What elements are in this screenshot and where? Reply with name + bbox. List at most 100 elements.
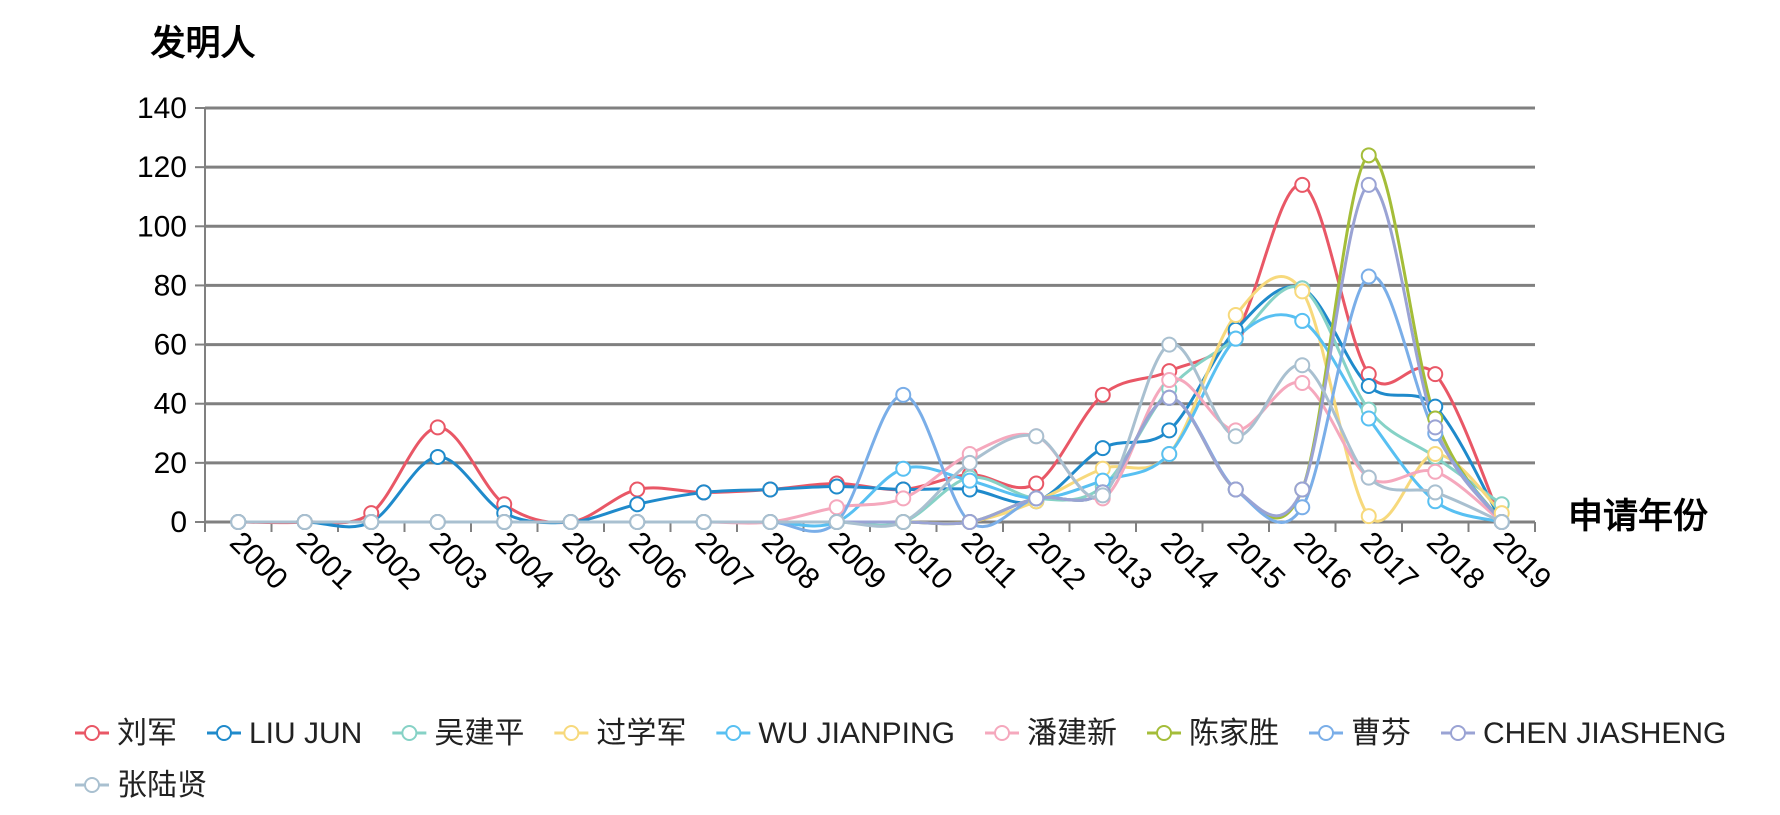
legend-swatch-marker: [995, 726, 1009, 740]
data-point: [1162, 338, 1176, 352]
data-point: [1362, 178, 1376, 192]
x-tick-label: 2000: [223, 526, 294, 597]
x-tick-label: 2013: [1088, 526, 1159, 597]
data-point: [431, 515, 445, 529]
series-line: [238, 184, 1502, 523]
legend-item: 吴建平: [392, 717, 524, 750]
data-point: [431, 450, 445, 464]
x-tick-label: 2009: [822, 526, 893, 597]
data-point: [1229, 429, 1243, 443]
data-point: [1428, 367, 1442, 381]
series-line: [238, 344, 1502, 527]
x-tick-label: 2001: [290, 526, 361, 597]
data-point: [1295, 314, 1309, 328]
data-point: [1362, 379, 1376, 393]
legend-item: 曹芬: [1309, 717, 1411, 750]
legend-item: 过学军: [554, 717, 686, 750]
y-tick-label: 60: [154, 329, 187, 362]
data-point: [231, 515, 245, 529]
data-point: [298, 515, 312, 529]
legend-item: CHEN JIASHENG: [1441, 717, 1726, 750]
data-point: [1295, 178, 1309, 192]
legend-swatch-marker: [564, 726, 578, 740]
data-point: [630, 515, 644, 529]
data-point: [564, 515, 578, 529]
data-point: [1428, 447, 1442, 461]
data-point: [1029, 477, 1043, 491]
y-tick-label: 20: [154, 447, 187, 480]
series-line: [238, 286, 1502, 525]
legend-swatch-marker: [85, 726, 99, 740]
data-point: [830, 480, 844, 494]
data-point: [963, 474, 977, 488]
legend-swatch-marker: [1451, 726, 1465, 740]
data-point: [1362, 270, 1376, 284]
data-point: [1029, 491, 1043, 505]
data-point: [497, 515, 511, 529]
legend-label: WU JIANPING: [758, 717, 955, 750]
x-tick-label: 2003: [423, 526, 494, 597]
data-point: [963, 515, 977, 529]
x-tick-label: 2018: [1420, 526, 1491, 597]
legend-label: LIU JUN: [249, 717, 362, 750]
series-line: [238, 315, 1502, 526]
series-line: [238, 155, 1502, 524]
x-tick-label: 2019: [1487, 526, 1558, 597]
data-point: [1096, 441, 1110, 455]
legend-item: 张陆贤: [75, 769, 207, 802]
legend-label: 吴建平: [434, 717, 524, 750]
data-point: [364, 515, 378, 529]
legend-label: 潘建新: [1027, 717, 1117, 750]
legend-swatch-marker: [217, 726, 231, 740]
x-tick-label: 2002: [356, 526, 427, 597]
legend-label: 曹芬: [1351, 717, 1411, 750]
data-point: [431, 420, 445, 434]
data-point: [896, 388, 910, 402]
data-point: [697, 515, 711, 529]
data-point: [1428, 420, 1442, 434]
data-point: [1229, 332, 1243, 346]
data-point: [1495, 515, 1509, 529]
data-point: [1096, 488, 1110, 502]
legend-swatch-marker: [85, 778, 99, 792]
x-tick-label: 2010: [888, 526, 959, 597]
data-point: [1295, 500, 1309, 514]
data-point: [1162, 391, 1176, 405]
data-point: [963, 456, 977, 470]
legend-label: 刘军: [117, 717, 177, 750]
data-point: [630, 497, 644, 511]
legend-item: 刘军: [75, 717, 177, 750]
x-tick-label: 2007: [689, 526, 760, 597]
data-point: [1295, 358, 1309, 372]
data-point: [1295, 284, 1309, 298]
data-point: [1162, 373, 1176, 387]
data-point: [1029, 429, 1043, 443]
data-point: [896, 515, 910, 529]
legend-item: LIU JUN: [207, 717, 362, 750]
x-tick-label: 2004: [489, 526, 560, 597]
data-point: [1229, 308, 1243, 322]
x-tick-label: 2006: [622, 526, 693, 597]
data-point: [1362, 471, 1376, 485]
y-tick-label: 80: [154, 269, 187, 302]
legend-item: WU JIANPING: [716, 717, 955, 750]
data-point: [1096, 388, 1110, 402]
legend-label: 过学军: [596, 717, 686, 750]
data-point: [763, 515, 777, 529]
y-tick-label: 0: [170, 506, 187, 539]
legend-item: 陈家胜: [1147, 717, 1279, 750]
x-axis-title: 申请年份: [1568, 497, 1708, 536]
data-point: [630, 482, 644, 496]
legend-label: 张陆贤: [117, 769, 207, 802]
data-point: [1362, 412, 1376, 426]
legend-swatch-marker: [402, 726, 416, 740]
x-tick-label: 2011: [955, 526, 1024, 595]
data-point: [830, 515, 844, 529]
legend: 刘军 LIU JUN 吴建平 过学军 WU JIANPING 潘建新陈家胜 曹芬 CHEN J…: [75, 717, 1726, 802]
data-point: [697, 485, 711, 499]
data-point: [896, 491, 910, 505]
legend-swatch-marker: [1319, 726, 1333, 740]
legend-label: CHEN JIASHENG: [1483, 717, 1726, 750]
